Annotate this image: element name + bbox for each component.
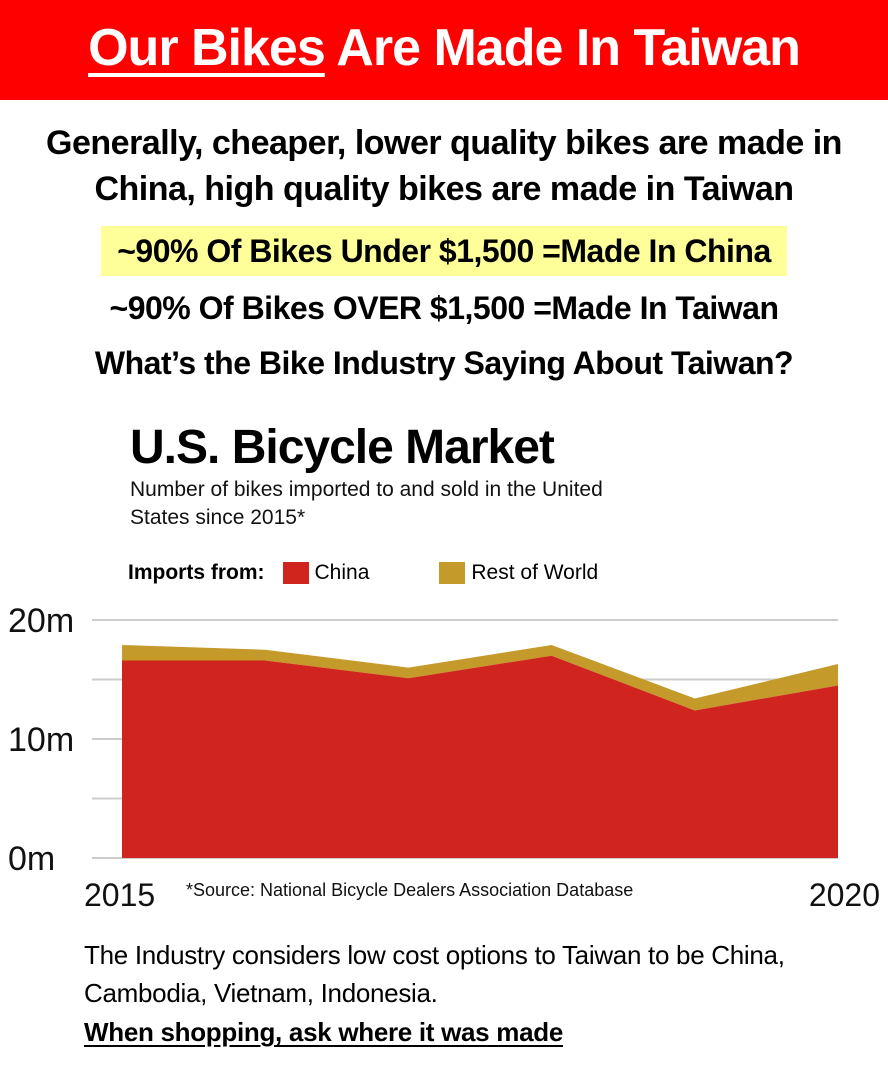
- shopping-tip: When shopping, ask where it was made: [84, 1017, 563, 1047]
- chart-subtitle: Number of bikes imported to and sold in …: [130, 478, 603, 529]
- source-note: *Source: National Bicycle Dealers Associ…: [186, 880, 633, 900]
- chart-title: U.S. Bicycle Market: [130, 421, 555, 474]
- highlight-row: ~90% Of Bikes Under $1,500 =Made In Chin…: [0, 226, 888, 276]
- industry-question: What’s the Bike Industry Saying About Ta…: [94, 345, 794, 381]
- footer-text: The Industry considers low cost options …: [84, 940, 785, 1008]
- series-area-rest-of-world: [122, 644, 838, 711]
- legend-swatch-china: [282, 562, 309, 584]
- banner-title-rest: Are Made In Taiwan: [336, 19, 801, 77]
- x-tick-label-start: 2015: [84, 877, 155, 913]
- y-tick-label: 0m: [8, 840, 55, 878]
- legend-swatch-rest: [439, 562, 466, 584]
- intro-text: Generally, cheaper, lower quality bikes …: [46, 124, 842, 208]
- x-tick-label-end: 2020: [809, 877, 880, 913]
- area-chart: 0m 10m 20m 2015 2020 *Source: National Bicycl…: [8, 602, 880, 913]
- legend-title: Imports from:: [128, 561, 265, 584]
- series-area-china: [122, 655, 838, 858]
- taiwan-statement: ~90% Of Bikes OVER $1,500 =Made In Taiwa…: [109, 290, 779, 326]
- y-tick-label: 10m: [8, 721, 74, 759]
- y-tick-label: 20m: [8, 602, 74, 640]
- legend-label-rest: Rest of World: [471, 561, 599, 584]
- legend-label-china: China: [314, 561, 370, 584]
- title-banner: Our Bikes Are Made In Taiwan: [0, 0, 888, 100]
- china-highlight: ~90% Of Bikes Under $1,500 =Made In Chin…: [101, 226, 787, 276]
- banner-title-underlined: Our Bikes: [88, 19, 326, 77]
- chart-legend: Imports from: China Rest of World: [128, 558, 598, 588]
